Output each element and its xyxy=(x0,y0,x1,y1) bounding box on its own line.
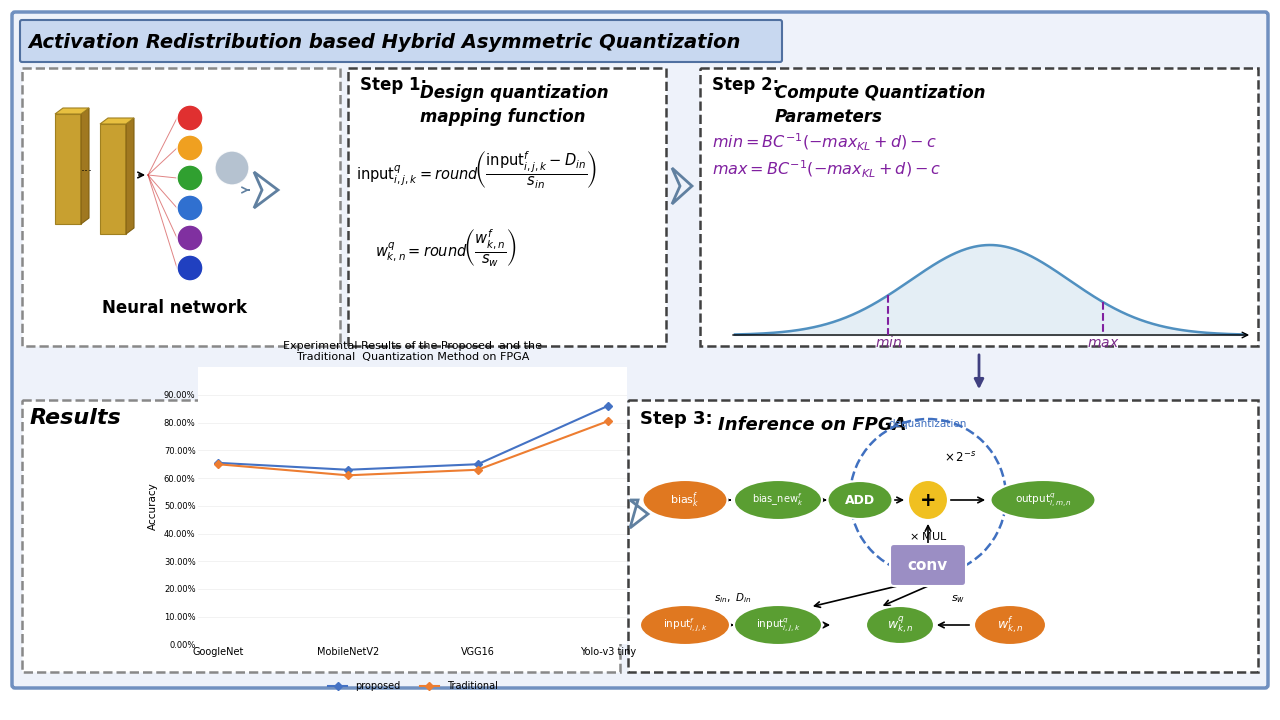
Text: $\times$ MUL: $\times$ MUL xyxy=(909,530,947,542)
Text: $w^f_{k,n}$: $w^f_{k,n}$ xyxy=(997,615,1024,636)
Text: $\times\, 2^{-s}$: $\times\, 2^{-s}$ xyxy=(943,451,977,465)
proposed xyxy=(470,460,485,469)
proposed xyxy=(210,459,225,467)
Text: $\mathrm{output}^q_{l,m,n}$: $\mathrm{output}^q_{l,m,n}$ xyxy=(1015,491,1071,509)
Text: ···: ··· xyxy=(81,165,93,178)
Polygon shape xyxy=(100,124,125,234)
Text: dequantization: dequantization xyxy=(888,419,968,429)
Ellipse shape xyxy=(867,606,934,644)
Polygon shape xyxy=(81,108,90,224)
Traditional xyxy=(210,460,225,469)
Ellipse shape xyxy=(974,605,1046,645)
Ellipse shape xyxy=(827,481,892,519)
Title: Experimental Results of the Proposed  and the
Traditional  Quantization Method o: Experimental Results of the Proposed and… xyxy=(283,341,543,362)
Text: Step 3:: Step 3: xyxy=(640,410,713,428)
Circle shape xyxy=(215,151,250,185)
Text: $w^q_{k,n}$: $w^q_{k,n}$ xyxy=(887,614,914,636)
Text: Results: Results xyxy=(29,408,122,428)
Text: Step 1:: Step 1: xyxy=(360,76,428,94)
Text: conv: conv xyxy=(908,557,948,572)
Ellipse shape xyxy=(733,480,822,520)
FancyBboxPatch shape xyxy=(22,400,620,672)
proposed xyxy=(600,402,616,410)
Circle shape xyxy=(177,105,204,131)
Traditional xyxy=(340,471,356,480)
Text: $\mathrm{input}^q_{i,j,k} = \mathit{round}\!\left(\dfrac{\mathrm{input}^f_{i,j,k: $\mathrm{input}^q_{i,j,k} = \mathit{roun… xyxy=(356,149,598,191)
Text: $\mathrm{bias}^f_k$: $\mathrm{bias}^f_k$ xyxy=(671,490,700,510)
FancyBboxPatch shape xyxy=(12,12,1268,688)
Legend: proposed, Traditional: proposed, Traditional xyxy=(324,678,502,695)
Polygon shape xyxy=(125,118,134,234)
FancyBboxPatch shape xyxy=(22,68,340,346)
proposed xyxy=(340,465,356,474)
Text: Inference on FPGA: Inference on FPGA xyxy=(718,416,906,434)
Ellipse shape xyxy=(640,605,730,645)
Circle shape xyxy=(177,195,204,221)
FancyBboxPatch shape xyxy=(20,20,782,62)
Text: Activation Redistribution based Hybrid Asymmetric Quantization: Activation Redistribution based Hybrid A… xyxy=(28,34,740,53)
Text: $\mathit{min} = BC^{-1}(-\mathit{max}_{KL} + d) - c$: $\mathit{min} = BC^{-1}(-\mathit{max}_{K… xyxy=(712,132,937,153)
Ellipse shape xyxy=(908,480,948,520)
FancyBboxPatch shape xyxy=(890,544,966,586)
Text: $\mathit{max}$: $\mathit{max}$ xyxy=(1087,336,1119,350)
Text: $\mathit{max} = BC^{-1}(-\mathit{max}_{KL} + d) - c$: $\mathit{max} = BC^{-1}(-\mathit{max}_{K… xyxy=(712,158,942,180)
Line: proposed: proposed xyxy=(215,403,611,472)
Polygon shape xyxy=(55,114,81,224)
Circle shape xyxy=(177,165,204,191)
Text: Design quantization
mapping function: Design quantization mapping function xyxy=(420,84,608,125)
Text: $w^q_{k,n} = \mathit{round}\!\left(\dfrac{w^f_{k,n}}{s_w}\right)$: $w^q_{k,n} = \mathit{round}\!\left(\dfra… xyxy=(375,228,516,269)
Traditional xyxy=(470,465,485,474)
Text: Step 2:: Step 2: xyxy=(712,76,780,94)
Circle shape xyxy=(177,255,204,281)
Polygon shape xyxy=(55,108,90,114)
Circle shape xyxy=(177,225,204,251)
Line: Traditional: Traditional xyxy=(215,418,611,478)
Text: $\mathrm{input}^f_{i,j,k}$: $\mathrm{input}^f_{i,j,k}$ xyxy=(663,616,708,634)
Text: +: + xyxy=(920,490,936,510)
Text: $s_w$: $s_w$ xyxy=(951,593,965,605)
Traditional xyxy=(600,417,616,426)
Text: $\mathrm{input}^q_{i,j,k}$: $\mathrm{input}^q_{i,j,k}$ xyxy=(755,616,800,634)
Y-axis label: Accuracy: Accuracy xyxy=(148,482,159,530)
FancyBboxPatch shape xyxy=(628,400,1258,672)
FancyBboxPatch shape xyxy=(700,68,1258,346)
Ellipse shape xyxy=(643,480,727,520)
Ellipse shape xyxy=(733,605,822,645)
Circle shape xyxy=(177,135,204,161)
Text: Compute Quantization
Parameters: Compute Quantization Parameters xyxy=(774,84,986,125)
Text: $\mathit{min}$: $\mathit{min}$ xyxy=(874,335,902,350)
FancyBboxPatch shape xyxy=(348,68,666,346)
Polygon shape xyxy=(100,118,134,124)
Text: Neural network: Neural network xyxy=(102,299,247,317)
Text: $s_{in},\ D_{in}$: $s_{in},\ D_{in}$ xyxy=(714,591,751,605)
Text: ADD: ADD xyxy=(845,493,876,506)
Text: $\mathrm{bias\_new}^f_k$: $\mathrm{bias\_new}^f_k$ xyxy=(753,492,804,508)
Ellipse shape xyxy=(991,480,1096,520)
